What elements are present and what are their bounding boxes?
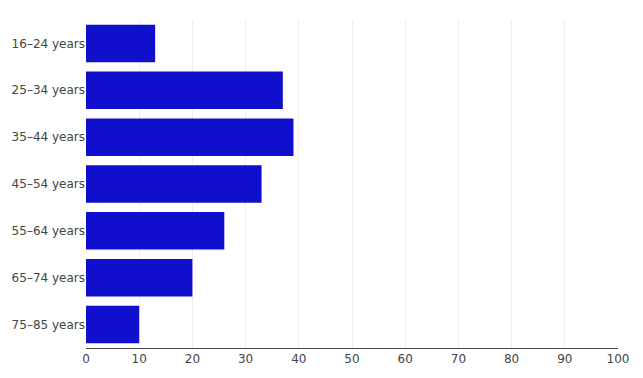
- svg-text:100: 100: [607, 352, 630, 366]
- svg-text:80: 80: [504, 352, 519, 366]
- svg-text:65–74 years: 65–74 years: [12, 271, 85, 285]
- svg-text:90: 90: [557, 352, 572, 366]
- svg-text:25–34 years: 25–34 years: [12, 83, 85, 97]
- svg-text:35–44 years: 35–44 years: [12, 130, 85, 144]
- svg-text:55–64 years: 55–64 years: [12, 224, 85, 238]
- svg-text:40: 40: [291, 352, 306, 366]
- svg-text:30: 30: [238, 352, 253, 366]
- svg-text:45–54 years: 45–54 years: [12, 177, 85, 191]
- svg-text:10: 10: [132, 352, 147, 366]
- svg-text:50: 50: [344, 352, 359, 366]
- svg-text:16–24 years: 16–24 years: [12, 37, 85, 51]
- svg-text:70: 70: [451, 352, 466, 366]
- svg-text:60: 60: [398, 352, 413, 366]
- svg-text:0: 0: [82, 352, 90, 366]
- svg-text:20: 20: [185, 352, 200, 366]
- svg-text:75–85 years: 75–85 years: [12, 318, 85, 332]
